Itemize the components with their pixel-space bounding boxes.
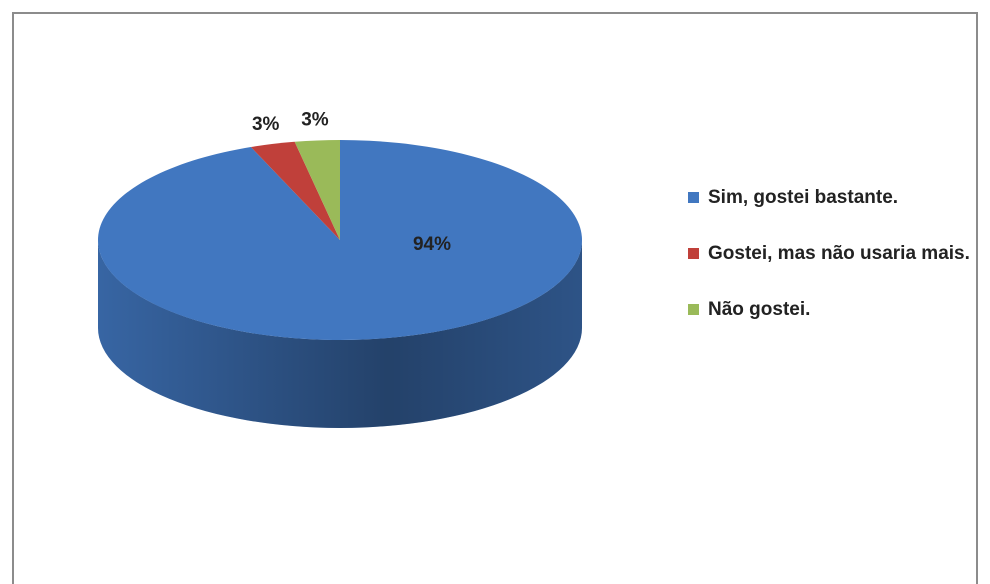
data-label: 94% — [413, 234, 451, 255]
legend-label: Gostei, mas não usaria mais. — [708, 243, 970, 264]
data-label: 3% — [301, 110, 329, 131]
legend-item: Sim, gostei bastante. — [688, 184, 973, 211]
pie-slice — [294, 140, 340, 240]
legend-label: Sim, gostei bastante. — [708, 187, 899, 208]
pie-slice — [250, 141, 340, 240]
legend-swatch — [688, 248, 699, 259]
legend-swatch — [688, 304, 699, 315]
data-label: 3% — [252, 114, 280, 135]
legend-item: Gostei, mas não usaria mais. — [688, 240, 973, 267]
pie-slice-shade — [98, 240, 582, 428]
legend-item: Não gostei. — [688, 296, 973, 323]
legend-label: Não gostei. — [708, 299, 811, 320]
pie-slice — [98, 140, 583, 340]
chart: 94% 3% 3% — [98, 110, 583, 428]
legend: Sim, gostei bastante. Gostei, mas não usa… — [688, 184, 973, 352]
chart-frame — [12, 12, 978, 584]
legend-swatch — [688, 192, 699, 203]
